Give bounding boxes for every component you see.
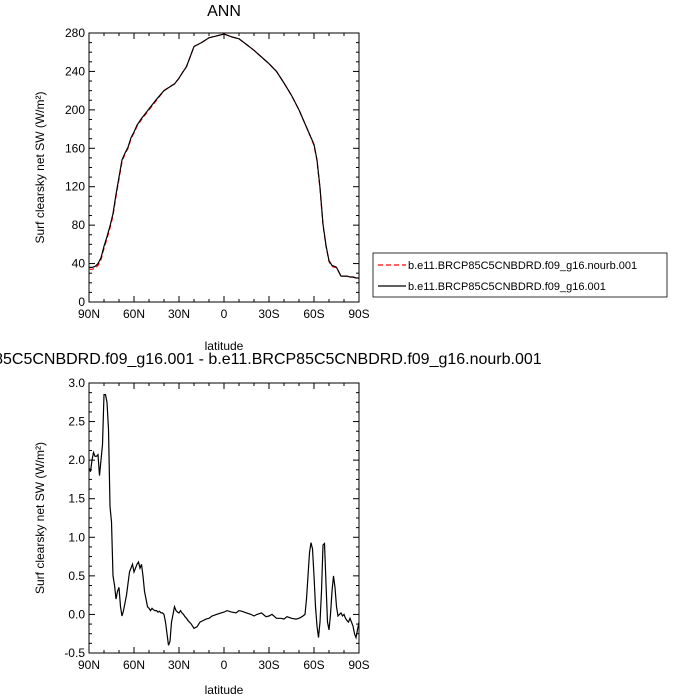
legend-label-2: b.e11.BRCP85C5CNBDRD.f09_g16.001: [408, 281, 606, 293]
x-tick-label: 60N: [123, 658, 145, 672]
y-tick-label: 0.0: [68, 607, 85, 621]
y-tick-label: 120: [65, 180, 85, 194]
y-axis-label: Surf clearsky net SW (W/m²): [33, 91, 47, 243]
x-tick-label: 60S: [303, 307, 324, 321]
y-tick-label: 1.5: [68, 492, 85, 506]
x-tick-label: 0: [221, 307, 228, 321]
y-tick-label: 2.0: [68, 453, 85, 467]
plot-frame: [88, 32, 360, 303]
x-tick-label: 30S: [258, 307, 279, 321]
x-tick-label: 90S: [348, 307, 369, 321]
legend-box: [372, 252, 668, 298]
x-tick-label: 30N: [168, 658, 190, 672]
x-tick-label: 0: [221, 658, 228, 672]
legend: b.e11.BRCP85C5CNBDRD.f09_g16.nourb.001 b.…: [372, 252, 668, 298]
x-tick-label: 30S: [258, 658, 279, 672]
y-tick-label: 200: [65, 103, 85, 117]
series-line-2: [89, 33, 359, 279]
y-tick-label: 40: [72, 257, 86, 271]
x-tick-label: 90N: [78, 307, 100, 321]
legend-label-1: b.e11.BRCP85C5CNBDRD.f09_g16.nourb.001: [408, 260, 637, 272]
x-tick-label: 30N: [168, 307, 190, 321]
x-tick-label: 60S: [303, 658, 324, 672]
y-tick-label: -0.5: [64, 646, 85, 660]
chart-title: ANN: [207, 3, 241, 20]
chart-panel-2: b.e11.BRCP85C5CNBDRD.f09_g16.001 - b.e11…: [0, 351, 542, 697]
y-tick-label: 0.5: [68, 569, 85, 583]
chart-title: b.e11.BRCP85C5CNBDRD.f09_g16.001 - b.e11…: [0, 351, 542, 368]
x-tick-label: 60N: [123, 307, 145, 321]
x-axis-label: latitude: [205, 339, 244, 353]
y-tick-label: 280: [65, 26, 85, 40]
y-tick-label: 1.0: [68, 530, 85, 544]
x-tick-label: 90S: [348, 658, 369, 672]
x-tick-label: 90N: [78, 658, 100, 672]
y-tick-label: 80: [72, 218, 86, 232]
y-tick-label: 160: [65, 141, 85, 155]
y-tick-label: 240: [65, 64, 85, 78]
x-axis-label: latitude: [205, 683, 244, 697]
series-line-1: [89, 33, 359, 279]
y-tick-label: 0: [78, 295, 85, 309]
y-tick-label: 2.5: [68, 415, 85, 429]
series-line-1: [88, 394, 360, 646]
y-tick-label: 3.0: [68, 376, 85, 390]
chart-panel-1: ANN 90N 60N 30N 0 30S 60S 90S 0 40 80 120 160 200 240 2…: [33, 3, 668, 353]
y-axis-label: Surf clearsky net SW (W/m²): [33, 442, 47, 594]
